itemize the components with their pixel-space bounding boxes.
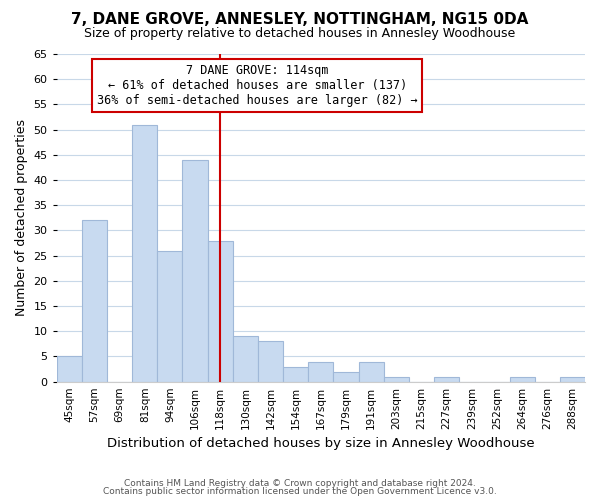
Bar	[359, 362, 384, 382]
Bar	[82, 220, 107, 382]
Bar	[560, 376, 585, 382]
Text: Contains HM Land Registry data © Crown copyright and database right 2024.: Contains HM Land Registry data © Crown c…	[124, 478, 476, 488]
Text: 7, DANE GROVE, ANNESLEY, NOTTINGHAM, NG15 0DA: 7, DANE GROVE, ANNESLEY, NOTTINGHAM, NG1…	[71, 12, 529, 28]
Bar	[283, 366, 308, 382]
Text: 7 DANE GROVE: 114sqm
← 61% of detached houses are smaller (137)
36% of semi-deta: 7 DANE GROVE: 114sqm ← 61% of detached h…	[97, 64, 418, 107]
X-axis label: Distribution of detached houses by size in Annesley Woodhouse: Distribution of detached houses by size …	[107, 437, 535, 450]
Bar	[509, 376, 535, 382]
Text: Contains public sector information licensed under the Open Government Licence v3: Contains public sector information licen…	[103, 487, 497, 496]
Bar	[334, 372, 359, 382]
Bar	[132, 124, 157, 382]
Bar	[233, 336, 258, 382]
Y-axis label: Number of detached properties: Number of detached properties	[15, 120, 28, 316]
Text: Size of property relative to detached houses in Annesley Woodhouse: Size of property relative to detached ho…	[85, 28, 515, 40]
Bar	[434, 376, 459, 382]
Bar	[182, 160, 208, 382]
Bar	[258, 342, 283, 382]
Bar	[157, 250, 182, 382]
Bar	[384, 376, 409, 382]
Bar	[208, 240, 233, 382]
Bar	[57, 356, 82, 382]
Bar	[308, 362, 334, 382]
